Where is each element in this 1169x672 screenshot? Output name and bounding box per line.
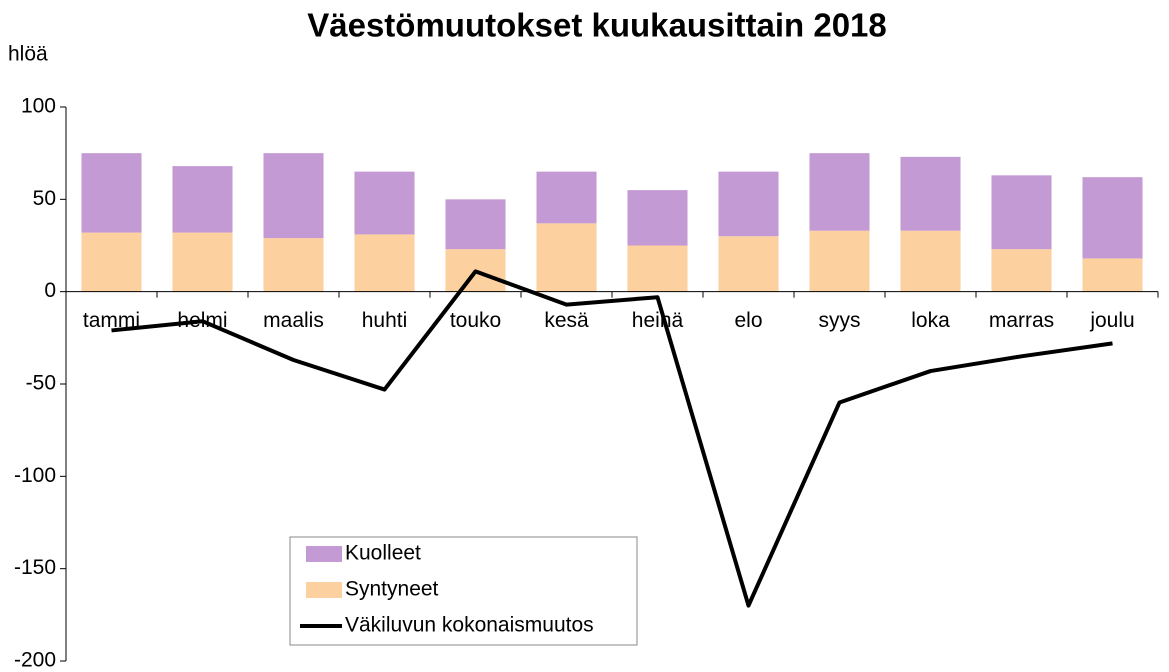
bar <box>172 232 233 292</box>
bar <box>1082 258 1143 292</box>
bar <box>445 199 506 250</box>
bar <box>991 175 1052 250</box>
x-tick-label: syys <box>819 309 861 332</box>
legend-label: Väkiluvun kokonaismuutos <box>345 614 594 637</box>
bar <box>718 236 779 292</box>
bar <box>900 156 961 231</box>
bar <box>81 153 142 233</box>
y-axis-label: hlöä <box>8 43 48 66</box>
x-tick-label: elo <box>734 309 762 332</box>
x-tick-label: maalis <box>263 309 324 332</box>
bar <box>991 249 1052 292</box>
bar <box>81 232 142 292</box>
x-tick-label: huhti <box>362 309 408 332</box>
x-tick-label: touko <box>450 309 501 332</box>
line-series <box>111 269 1113 608</box>
bar <box>627 190 688 246</box>
x-tick-label: joulu <box>1089 309 1134 332</box>
x-tick-label: tammi <box>83 309 140 332</box>
y-tick-label: -50 <box>26 372 56 395</box>
legend-swatch <box>306 546 342 562</box>
bar <box>718 171 779 237</box>
legend-swatch <box>306 582 342 598</box>
x-tick-label: kesä <box>544 309 589 332</box>
bar <box>263 153 324 239</box>
y-tick-label: -150 <box>14 556 56 579</box>
bar <box>900 230 961 292</box>
bar <box>354 234 415 292</box>
bar <box>627 245 688 292</box>
x-tick-label: marras <box>989 309 1054 332</box>
y-tick-label: 100 <box>21 95 56 118</box>
legend-label: Syntyneet <box>345 578 439 601</box>
bar <box>354 171 415 235</box>
bar <box>809 230 870 292</box>
chart-title: Väestömuutokset kuukausittain 2018 <box>307 7 887 44</box>
y-tick-label: -100 <box>14 464 56 487</box>
legend-label: Kuolleet <box>345 542 421 565</box>
y-tick-label: 50 <box>33 187 56 210</box>
bar <box>172 166 233 233</box>
bar <box>263 238 324 292</box>
x-tick-label: loka <box>911 309 950 332</box>
bar <box>809 153 870 231</box>
y-tick-label: -200 <box>14 649 56 672</box>
bar <box>1082 177 1143 259</box>
bar <box>536 223 597 292</box>
y-tick-label: 0 <box>44 279 56 302</box>
legend-box <box>289 536 638 646</box>
x-tick-label: heinä <box>632 309 684 332</box>
bar <box>536 171 597 224</box>
